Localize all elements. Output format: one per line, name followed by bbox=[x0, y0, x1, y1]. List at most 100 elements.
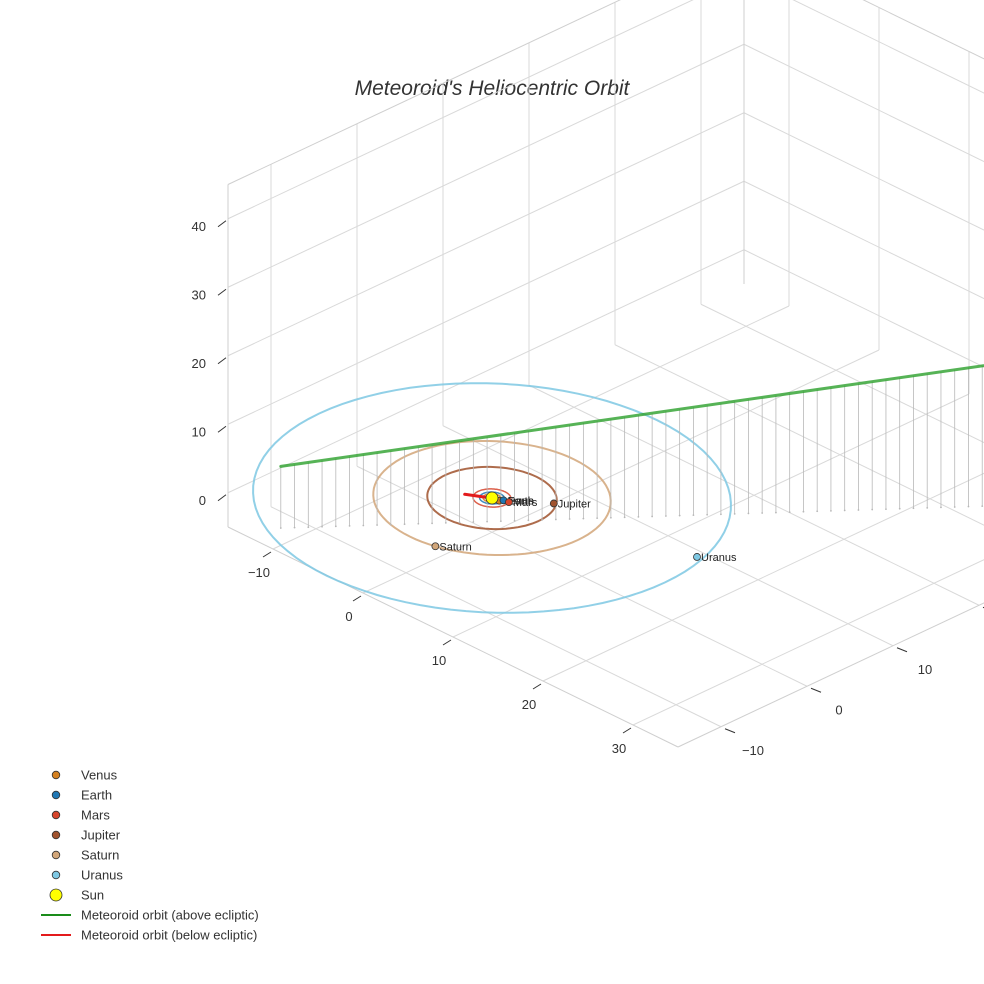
legend: Venus Earth Mars Jupiter Saturn Uranus Sun Mete… bbox=[41, 768, 259, 943]
drop-line-foot bbox=[499, 520, 502, 523]
drop-line-foot bbox=[348, 525, 351, 527]
drop-line-foot bbox=[912, 507, 915, 510]
drop-line-foot bbox=[527, 519, 530, 522]
box-edge bbox=[227, 0, 621, 185]
drop-line-foot bbox=[733, 512, 736, 515]
planet-saturn bbox=[431, 542, 440, 551]
x-tick-mark bbox=[622, 727, 632, 734]
x-tick-mark bbox=[352, 595, 362, 602]
planet-jupiter bbox=[549, 499, 558, 508]
drop-line-foot bbox=[678, 514, 681, 517]
drop-line-foot bbox=[706, 513, 709, 516]
z-tick-mark bbox=[217, 288, 227, 296]
drop-line-foot bbox=[568, 518, 571, 520]
drop-line-foot bbox=[554, 518, 557, 521]
meteoroid-trace-layer bbox=[279, 364, 984, 502]
box-edge bbox=[677, 602, 984, 748]
legend-marker-venus bbox=[51, 770, 61, 780]
x-tick-label: 30 bbox=[612, 741, 626, 756]
z-tick-mark bbox=[217, 220, 227, 228]
floor-grid-x bbox=[272, 305, 790, 550]
drop-line-foot bbox=[431, 522, 433, 525]
legend-label: Sun bbox=[81, 888, 104, 903]
z-tick-mark bbox=[217, 425, 227, 433]
legend-marker-mars bbox=[51, 810, 61, 820]
wall-x-grid-z bbox=[227, 249, 745, 494]
drop-line-foot bbox=[596, 517, 599, 520]
drop-line-foot bbox=[623, 516, 626, 519]
wall-y-grid-z bbox=[743, 43, 984, 163]
z-tick-label: 40 bbox=[192, 219, 206, 234]
drop-line-foot bbox=[472, 521, 475, 523]
grid-layer bbox=[227, 0, 984, 748]
drop-line-foot bbox=[898, 507, 901, 510]
drop-line-foot bbox=[403, 523, 406, 526]
legend-label: Meteoroid orbit (above ecliptic) bbox=[81, 908, 259, 923]
legend-marker-jupiter bbox=[51, 830, 61, 840]
floor-grid-y bbox=[614, 344, 984, 526]
planet-mars bbox=[504, 498, 513, 507]
floor-grid-y bbox=[442, 425, 894, 647]
x-tick-label: 20 bbox=[522, 697, 536, 712]
drop-line-foot bbox=[843, 509, 846, 512]
floor-grid-x bbox=[542, 472, 984, 682]
legend-marker-saturn bbox=[51, 850, 61, 860]
wall-x-grid-z bbox=[227, 0, 694, 220]
z-tick-label: 30 bbox=[192, 287, 206, 302]
y-tick-label: 10 bbox=[918, 662, 932, 677]
y-tick-label: −10 bbox=[742, 743, 764, 758]
wall-x-grid-z bbox=[227, 43, 745, 288]
z-tick-mark bbox=[217, 494, 227, 502]
drop-line-foot bbox=[651, 515, 654, 518]
x-tick-label: 0 bbox=[345, 609, 352, 624]
legend-label: Jupiter bbox=[81, 828, 121, 843]
drop-line-foot bbox=[940, 506, 942, 509]
floor-grid-x bbox=[452, 393, 970, 638]
drop-line-foot bbox=[334, 525, 337, 528]
drop-line-foot bbox=[664, 515, 667, 517]
drop-line-foot bbox=[953, 506, 956, 508]
drop-line-foot bbox=[582, 517, 585, 520]
drop-line-foot bbox=[871, 508, 874, 511]
x-tick-label: −10 bbox=[248, 565, 270, 580]
drop-line-foot bbox=[609, 516, 612, 519]
drop-line-foot bbox=[981, 505, 984, 508]
wall-y-grid-z bbox=[743, 249, 984, 368]
orbit-jupiter bbox=[426, 465, 558, 531]
legend-label: Earth bbox=[81, 788, 112, 803]
wall-y-grid-z bbox=[743, 180, 984, 300]
z-tick-label: 20 bbox=[192, 356, 206, 371]
legend-label: Meteoroid orbit (below ecliptic) bbox=[81, 928, 257, 943]
planet-uranus bbox=[693, 553, 701, 561]
floor-grid-y bbox=[528, 384, 980, 606]
planet-label-earth: Earth bbox=[508, 495, 534, 507]
drop-line-foot bbox=[293, 526, 296, 529]
drop-line-foot bbox=[458, 521, 461, 524]
drop-line-foot bbox=[747, 512, 750, 515]
drop-line-foot bbox=[486, 520, 488, 523]
planet-label-saturn: Saturn bbox=[439, 541, 471, 553]
drop-line-foot bbox=[513, 519, 516, 522]
legend-marker-sun bbox=[49, 888, 63, 902]
drop-line-foot bbox=[857, 509, 860, 511]
drop-line-foot bbox=[362, 524, 365, 527]
planet-label-mars: Mars bbox=[513, 497, 538, 509]
y-tick-label: 0 bbox=[835, 702, 842, 717]
drop-line-foot bbox=[417, 522, 420, 525]
legend-label: Uranus bbox=[81, 868, 123, 883]
z-tick-label: 10 bbox=[192, 424, 206, 439]
y-tick-mark bbox=[810, 687, 822, 693]
orbit-saturn bbox=[372, 440, 612, 556]
z-tick-mark bbox=[217, 357, 227, 365]
legend-label: Mars bbox=[81, 808, 110, 823]
drop-line-foot bbox=[720, 513, 722, 516]
drop-line-foot bbox=[802, 510, 805, 513]
drop-line-foot bbox=[775, 511, 777, 514]
drop-line-foot bbox=[389, 523, 392, 526]
drop-line-foot bbox=[541, 518, 544, 521]
legend-marker-uranus bbox=[51, 870, 61, 880]
drop-line-foot bbox=[816, 510, 819, 513]
